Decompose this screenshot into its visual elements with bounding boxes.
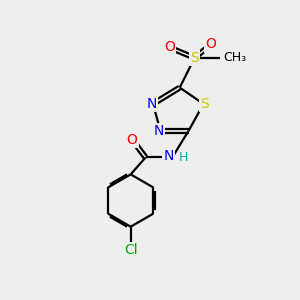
Text: O: O xyxy=(164,40,175,55)
Text: Cl: Cl xyxy=(124,244,137,257)
Text: N: N xyxy=(146,97,157,111)
Text: O: O xyxy=(127,133,138,147)
Text: N: N xyxy=(154,124,164,138)
Text: O: O xyxy=(206,38,216,52)
Text: H: H xyxy=(179,151,188,164)
Text: N: N xyxy=(164,149,174,163)
Text: CH₃: CH₃ xyxy=(224,51,247,64)
Text: S: S xyxy=(201,97,209,111)
Text: S: S xyxy=(190,51,199,65)
